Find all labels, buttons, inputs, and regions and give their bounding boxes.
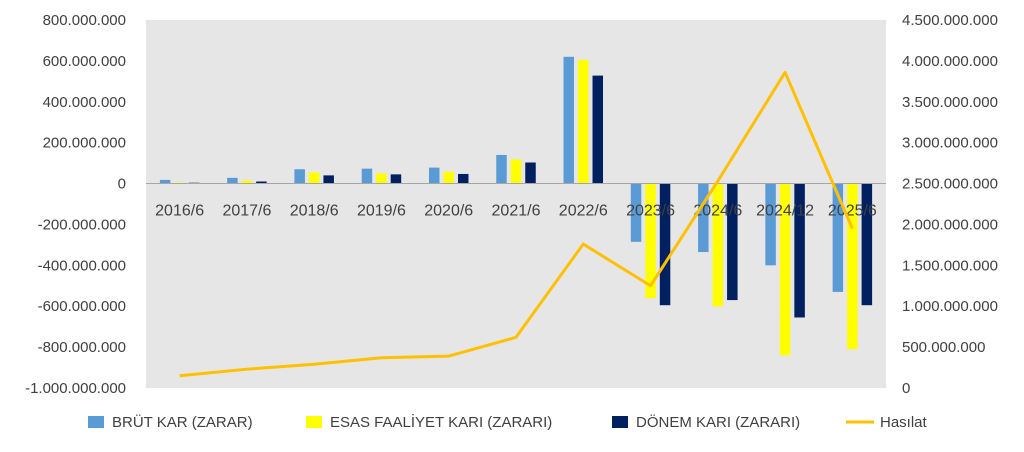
bar-1-2016-6: [159, 179, 171, 184]
left-tick-label: -200.000.000: [38, 216, 126, 233]
category-labels: 2016/6 2017/6 2018/6 2019/6 2020/6 2021/6 2022…: [155, 203, 877, 220]
bar-2-2018-6: [308, 172, 320, 184]
bar-1-2024-12: [765, 183, 776, 266]
category-label: 2025/6: [828, 203, 877, 220]
category-label: 2019/6: [357, 203, 406, 220]
bar-1-2025-6: [832, 183, 844, 292]
right-tick-label: 4.500.000.000: [902, 12, 998, 29]
plot-area: [146, 20, 886, 388]
left-tick-label: -800.000.000: [38, 339, 126, 356]
legend-swatch: [612, 416, 628, 428]
bar-1-2018-6: [294, 169, 305, 184]
right-tick-label: 2.500.000.000: [902, 176, 998, 193]
bar-2-2017-6: [241, 180, 253, 184]
bar-2-2023-6: [645, 183, 656, 299]
bar-3-2022-6: [592, 75, 604, 184]
left-tick-label: 800.000.000: [43, 12, 126, 29]
bar-3-2017-6: [256, 181, 267, 184]
bar-3-2021-6: [525, 162, 536, 184]
bar-2-2020-6: [443, 171, 454, 184]
bar-1-2023-6: [630, 183, 642, 242]
right-tick-label: 4.000.000.000: [902, 53, 998, 70]
legend: BRÜT KAR (ZARAR) ESAS FAALİYET KARI (ZARA…: [88, 413, 928, 431]
category-label: 2021/6: [492, 203, 541, 220]
left-tick-label: -400.000.000: [38, 257, 126, 274]
left-tick-label: -600.000.000: [38, 298, 126, 315]
right-tick-label: 3.000.000.000: [902, 135, 998, 152]
bar-3-2019-6: [390, 174, 402, 184]
right-tick-label: 2.000.000.000: [902, 216, 998, 233]
category-label: 2020/6: [424, 203, 473, 220]
right-axis-ticks: 0 500.000.000 1.000.000.000 1.500.000.000 2.…: [902, 12, 998, 397]
bar-2-2024-6: [712, 183, 724, 307]
category-label: 2022/6: [559, 203, 608, 220]
bar-series-group: [159, 56, 873, 356]
bar-3-2024-6: [727, 183, 738, 301]
right-tick-label: 0: [902, 380, 910, 397]
line-series-hasilat: [179, 70, 854, 378]
category-label: 2023/6: [626, 203, 675, 220]
bar-3-2024-12: [794, 183, 805, 318]
bar-2-2016-6: [174, 182, 185, 184]
left-tick-label: 200.000.000: [43, 135, 126, 152]
bar-2-2025-6: [847, 183, 858, 350]
bar-1-2017-6: [227, 177, 238, 184]
category-label: 2024/6: [693, 203, 742, 220]
category-label: 2016/6: [155, 203, 204, 220]
bar-2-2021-6: [510, 159, 522, 184]
left-axis-ticks: -1.000.000.000 -800.000.000 -600.000.000 -4…: [25, 12, 126, 397]
bar-1-2022-6: [563, 56, 575, 184]
bar-2-2022-6: [578, 59, 589, 184]
bar-3-2018-6: [323, 175, 334, 184]
legend-label: DÖNEM KARI (ZARARI): [636, 413, 800, 431]
left-tick-label: 600.000.000: [43, 53, 126, 70]
category-label: 2024/12: [756, 203, 814, 220]
category-label: 2017/6: [222, 203, 271, 220]
bar-1-2019-6: [361, 168, 373, 184]
bar-2-2024-12: [779, 183, 791, 356]
left-tick-label: 400.000.000: [43, 94, 126, 111]
legend-label: ESAS FAALİYET KARI (ZARARI): [330, 413, 552, 431]
legend-label: Hasılat: [880, 414, 928, 431]
right-tick-label: 3.500.000.000: [902, 94, 998, 111]
right-tick-label: 1.000.000.000: [902, 298, 998, 315]
bar-3-2020-6: [457, 173, 469, 184]
bar-3-2023-6: [659, 183, 671, 306]
left-tick-label: -1.000.000.000: [25, 380, 126, 397]
left-tick-label: 0: [118, 176, 126, 193]
bar-1-2021-6: [496, 154, 507, 184]
legend-label: BRÜT KAR (ZARAR): [112, 413, 253, 431]
legend-swatch: [88, 416, 104, 428]
bar-3-2025-6: [861, 183, 873, 306]
category-label: 2018/6: [290, 203, 339, 220]
bar-1-2020-6: [428, 167, 440, 184]
bar-1-2024-6: [698, 183, 709, 253]
legend-swatch: [306, 416, 322, 428]
right-tick-label: 500.000.000: [902, 339, 985, 356]
right-tick-label: 1.500.000.000: [902, 257, 998, 274]
bar-2-2019-6: [376, 173, 387, 184]
